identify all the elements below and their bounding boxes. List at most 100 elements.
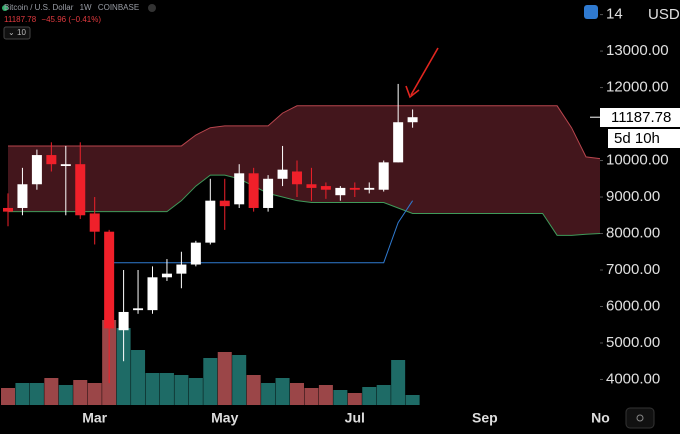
candle-body (104, 231, 115, 329)
volume-bar (304, 388, 319, 405)
candle-body (60, 164, 71, 167)
candle-body (407, 117, 418, 123)
chevron: ⌄ (8, 28, 15, 37)
y-tick-label: 14 (606, 6, 623, 23)
candle-body (349, 187, 360, 190)
volume-bar (405, 395, 420, 405)
x-tick-label: Mar (82, 410, 107, 426)
candle-body (31, 155, 42, 185)
volume-bar (188, 378, 203, 405)
volume-bar (145, 373, 160, 405)
volume-bar (217, 352, 232, 405)
currency-button[interactable]: USD (648, 6, 680, 23)
candle-body (219, 200, 230, 207)
countdown-tag (608, 129, 680, 148)
volume-bar (87, 383, 102, 405)
volume-bar (275, 378, 290, 405)
exchange: COINBASE (98, 3, 139, 12)
plot-area (1, 83, 600, 405)
candle-body (335, 187, 346, 196)
candle-body (248, 173, 259, 208)
candle-body (133, 308, 144, 311)
candle-body (190, 242, 201, 265)
candle-body (393, 122, 404, 163)
interval[interactable]: 1W (80, 3, 92, 12)
y-tick-label: 8000.00 (606, 224, 660, 241)
cloud-top-line (8, 105, 600, 160)
candle-body (378, 162, 389, 190)
y-tick-label: 13000.00 (606, 42, 669, 59)
volume-bar (203, 358, 218, 405)
x-tick-label: No (591, 410, 610, 426)
y-tick-label: 4000.00 (606, 370, 660, 387)
volume-bar (362, 387, 377, 405)
volume-bar (376, 385, 391, 405)
indicator-count: 10 (17, 28, 26, 37)
volume-bar (232, 355, 247, 405)
settings-icon[interactable] (584, 5, 598, 19)
candle-body (3, 207, 13, 212)
price-tag-label: 11187.78 (611, 109, 671, 126)
volume-bar (391, 360, 406, 405)
annotation-arrow (410, 47, 439, 96)
price-header: 11187.78 −45.96 (−0.41%) (4, 15, 101, 24)
title: Bitcoin / U.S. Dollar (4, 3, 74, 12)
volume-bar (347, 393, 362, 405)
y-tick-label: 12000.00 (606, 79, 669, 96)
indicator-toggle[interactable] (3, 26, 31, 40)
status-dot (2, 5, 8, 11)
eye-icon[interactable] (148, 4, 156, 12)
volume-bar (15, 383, 30, 405)
base-line (109, 200, 414, 264)
volume-bar (1, 388, 15, 405)
y-tick-label: 5000.00 (606, 334, 660, 351)
candle-body (263, 178, 274, 208)
cloud-bottom-line (8, 174, 600, 236)
auto-scale-button[interactable] (625, 407, 655, 429)
candle-body (234, 173, 245, 205)
x-tick-label: Jul (345, 410, 365, 426)
candle-body (118, 311, 129, 331)
candle-body (306, 184, 317, 188)
arrow-head (405, 85, 420, 99)
candle-body (89, 213, 100, 232)
volume-bar (333, 390, 348, 405)
ichimoku-cloud (8, 105, 600, 236)
candle-body (320, 186, 331, 190)
countdown-label: 5d 10h (614, 130, 660, 147)
y-tick-label: 6000.00 (606, 297, 660, 314)
y-tick-label: 9000.00 (606, 188, 660, 205)
price-tag (600, 108, 680, 127)
x-tick-label: May (211, 410, 238, 426)
candle-body (205, 200, 216, 243)
volume-bar (73, 380, 88, 405)
candle-body (277, 169, 288, 179)
volume-bar (261, 383, 276, 405)
last-price: 11187.78 (4, 15, 37, 24)
candle-body (17, 184, 28, 208)
volume-bar (116, 328, 131, 405)
auto-scale-icon (636, 414, 644, 422)
volume-bar (246, 375, 261, 405)
volume-bar (174, 375, 189, 405)
volume-bar (290, 383, 304, 405)
volume-bar (159, 373, 174, 405)
candle-body (176, 264, 187, 274)
candle-body (147, 277, 158, 311)
volume-bar (29, 383, 44, 405)
candle-body (364, 187, 375, 190)
candle-body (292, 171, 302, 185)
symbol-title: Bitcoin / U.S. Dollar 1W COINBASE (4, 3, 139, 12)
volume-bar (131, 350, 146, 405)
volume-bar (58, 385, 73, 405)
volume-bar (318, 385, 333, 405)
y-tick-label: 10000.00 (606, 152, 669, 169)
axes: 4000.00 5000.00 6000.00 7000.00 8000.00 9000.… (82, 6, 668, 426)
volume-bar (44, 378, 59, 405)
y-tick-label: 7000.00 (606, 261, 660, 278)
candle-body (161, 273, 172, 278)
change: −45.96 (−0.41%) (41, 15, 101, 24)
candle-body (75, 164, 86, 216)
